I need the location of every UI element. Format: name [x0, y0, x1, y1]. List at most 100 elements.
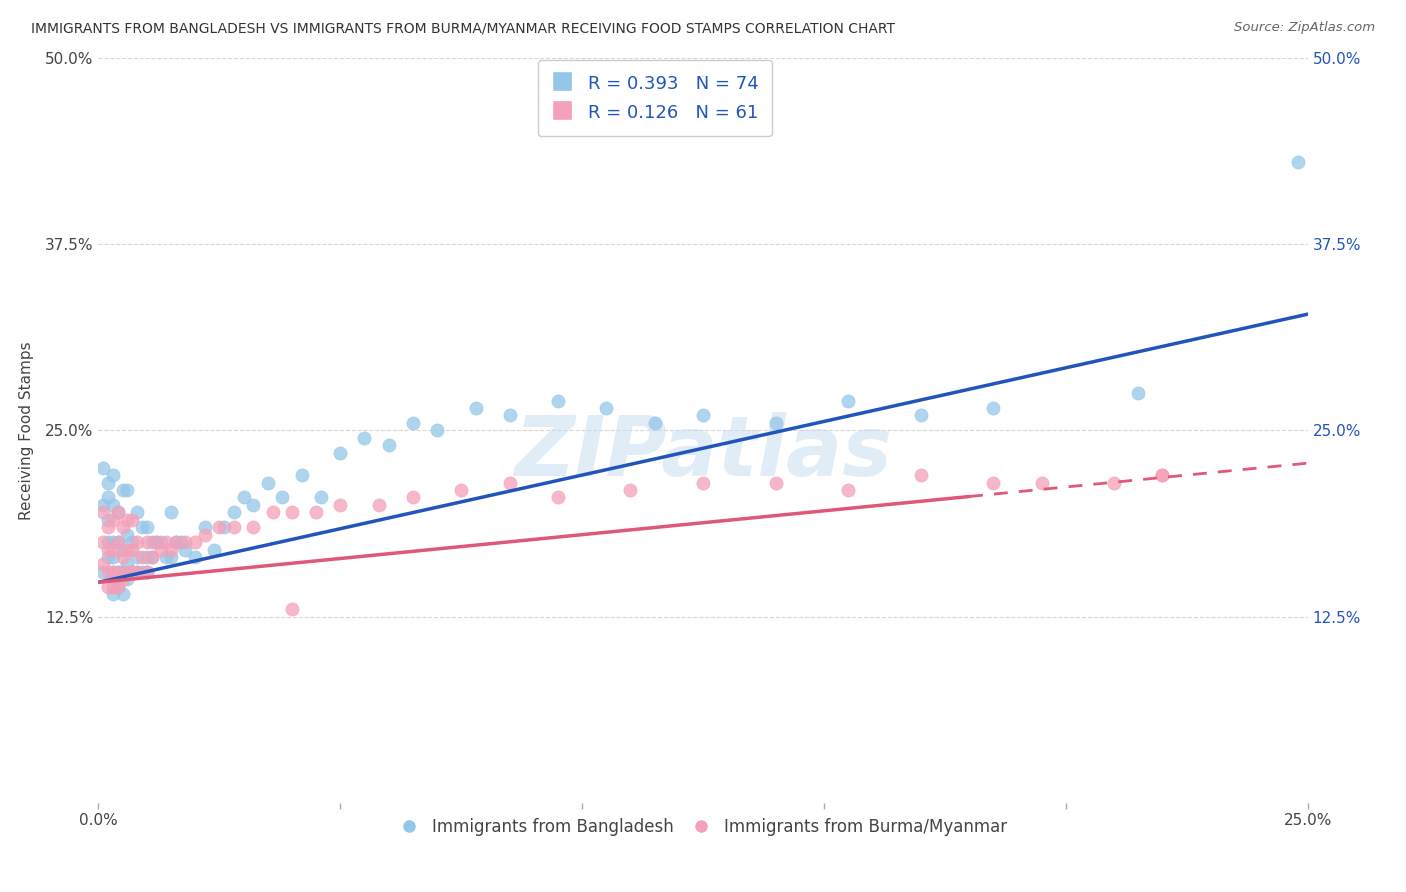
Text: IMMIGRANTS FROM BANGLADESH VS IMMIGRANTS FROM BURMA/MYANMAR RECEIVING FOOD STAMP: IMMIGRANTS FROM BANGLADESH VS IMMIGRANTS… — [31, 21, 896, 36]
Point — [131, 520, 153, 534]
Point — [135, 565, 157, 579]
Point — [498, 475, 520, 490]
Point — [91, 535, 114, 549]
Point — [91, 498, 114, 512]
Point — [547, 491, 569, 505]
Point — [121, 513, 143, 527]
Point — [150, 542, 173, 557]
Point — [107, 535, 129, 549]
Point — [222, 505, 245, 519]
Point — [290, 468, 312, 483]
Point — [121, 565, 143, 579]
Point — [281, 602, 304, 616]
Point — [194, 527, 217, 541]
Point — [107, 535, 129, 549]
Point — [101, 565, 124, 579]
Point — [981, 475, 1004, 490]
Point — [619, 483, 641, 497]
Point — [101, 587, 124, 601]
Point — [111, 549, 134, 564]
Point — [837, 393, 859, 408]
Point — [141, 549, 163, 564]
Point — [271, 491, 294, 505]
Point — [131, 549, 153, 564]
Point — [135, 520, 157, 534]
Point — [107, 580, 129, 594]
Point — [262, 505, 284, 519]
Point — [222, 520, 245, 534]
Point — [101, 549, 124, 564]
Text: Source: ZipAtlas.com: Source: ZipAtlas.com — [1234, 21, 1375, 35]
Legend: Immigrants from Bangladesh, Immigrants from Burma/Myanmar: Immigrants from Bangladesh, Immigrants f… — [392, 812, 1014, 843]
Point — [107, 505, 129, 519]
Point — [160, 505, 183, 519]
Point — [101, 498, 124, 512]
Point — [212, 520, 235, 534]
Point — [765, 475, 787, 490]
Point — [97, 565, 120, 579]
Point — [184, 549, 207, 564]
Point — [97, 535, 120, 549]
Point — [111, 520, 134, 534]
Point — [135, 565, 157, 579]
Y-axis label: Receiving Food Stamps: Receiving Food Stamps — [18, 341, 34, 520]
Point — [107, 565, 129, 579]
Point — [644, 416, 666, 430]
Point — [256, 475, 278, 490]
Point — [121, 565, 143, 579]
Point — [174, 542, 197, 557]
Point — [402, 491, 425, 505]
Point — [127, 535, 149, 549]
Point — [111, 587, 134, 601]
Point — [101, 580, 124, 594]
Point — [97, 520, 120, 534]
Point — [91, 460, 114, 475]
Point — [1102, 475, 1125, 490]
Point — [141, 549, 163, 564]
Point — [242, 520, 264, 534]
Point — [117, 573, 139, 587]
Point — [353, 431, 375, 445]
Point — [97, 475, 120, 490]
Point — [329, 446, 352, 460]
Point — [111, 573, 134, 587]
Point — [111, 542, 134, 557]
Point — [184, 535, 207, 549]
Point — [127, 565, 149, 579]
Point — [135, 549, 157, 564]
Point — [160, 542, 183, 557]
Point — [97, 513, 120, 527]
Point — [204, 542, 226, 557]
Point — [97, 549, 120, 564]
Point — [91, 558, 114, 572]
Point — [117, 558, 139, 572]
Point — [131, 565, 153, 579]
Point — [101, 565, 124, 579]
Point — [150, 535, 173, 549]
Point — [107, 580, 129, 594]
Point — [127, 549, 149, 564]
Point — [402, 416, 425, 430]
Point — [1152, 468, 1174, 483]
Point — [121, 535, 143, 549]
Point — [595, 401, 617, 415]
Point — [111, 565, 134, 579]
Point — [111, 483, 134, 497]
Point — [232, 491, 254, 505]
Point — [450, 483, 472, 497]
Point — [464, 401, 486, 415]
Point — [135, 535, 157, 549]
Point — [145, 535, 167, 549]
Point — [127, 565, 149, 579]
Point — [91, 565, 114, 579]
Point — [194, 520, 217, 534]
Point — [117, 565, 139, 579]
Point — [547, 393, 569, 408]
Point — [107, 565, 129, 579]
Point — [329, 498, 352, 512]
Point — [1031, 475, 1053, 490]
Point — [1128, 386, 1150, 401]
Point — [377, 438, 399, 452]
Point — [910, 468, 932, 483]
Point — [121, 542, 143, 557]
